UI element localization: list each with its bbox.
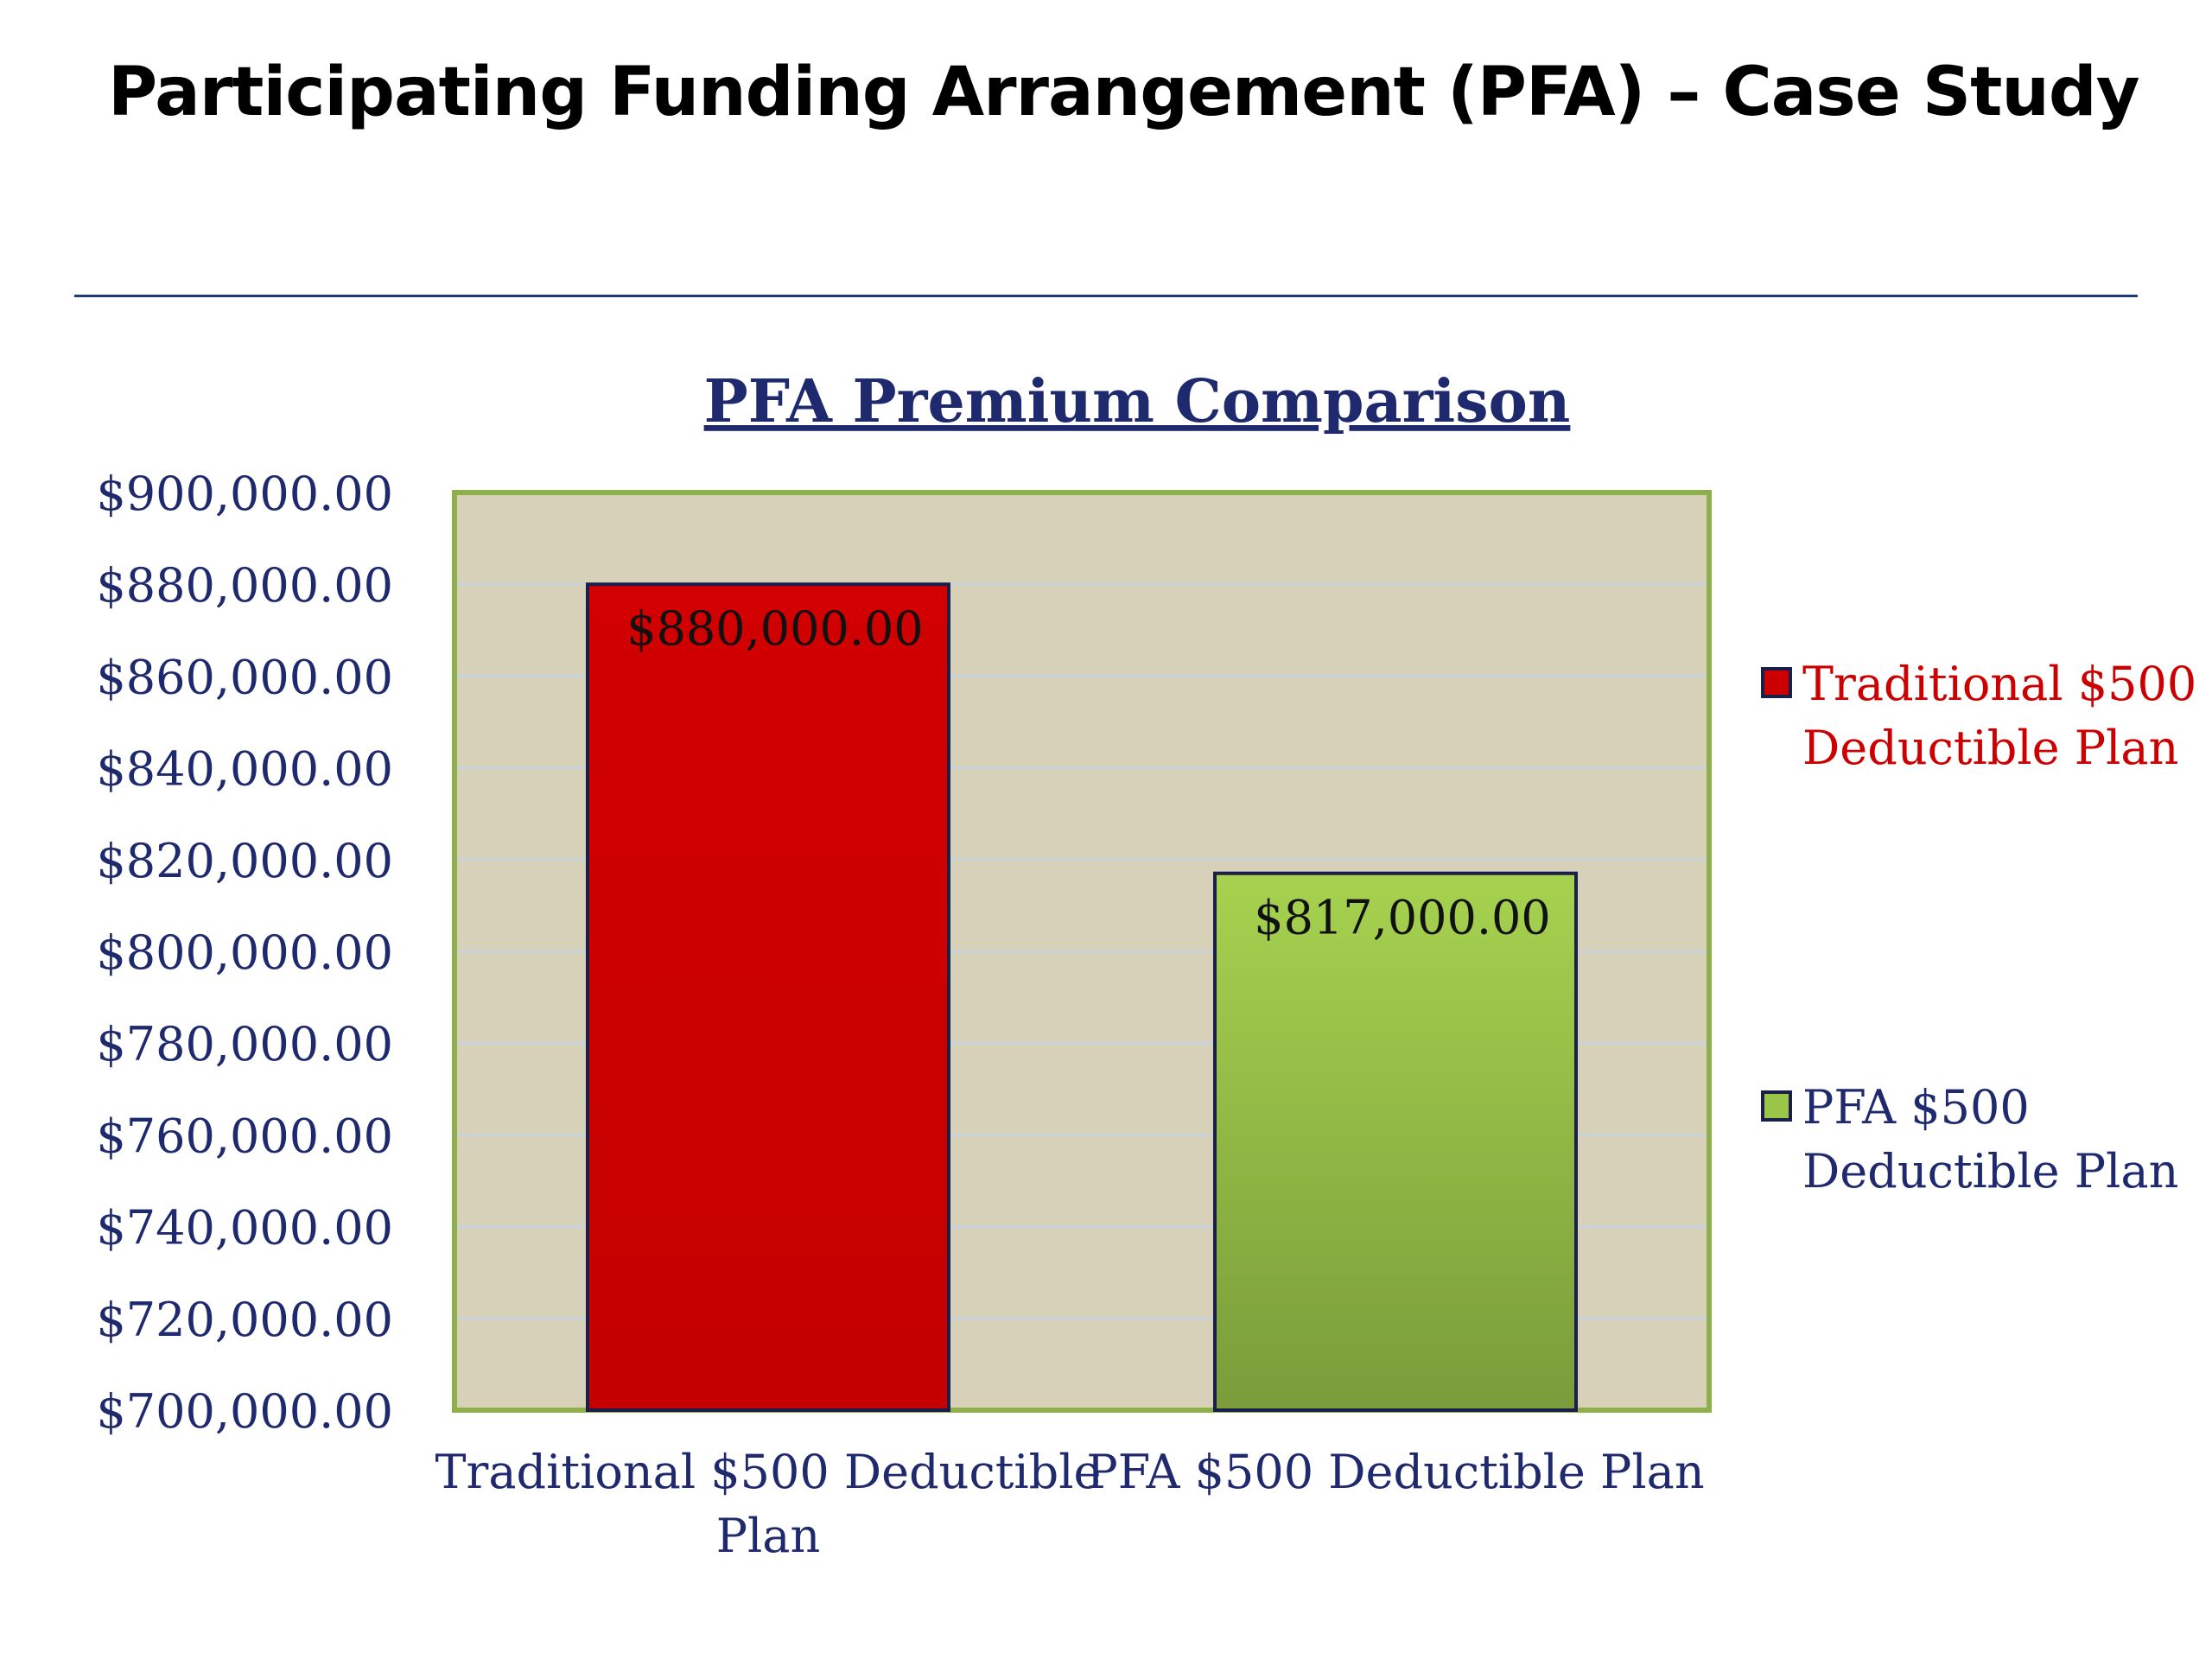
y-tick-label: $760,000.00 xyxy=(96,1109,393,1163)
legend-entry: Traditional $500 xyxy=(1802,657,2196,711)
legend-entry: Deductible Plan xyxy=(1802,1144,2178,1198)
y-tick-label: $860,000.00 xyxy=(96,650,393,704)
data-label: $817,000.00 xyxy=(1254,891,1551,945)
legend: Traditional $500 Deductible Plan PFA $500 D… xyxy=(1761,657,2196,1198)
data-label: $880,000.00 xyxy=(626,601,924,656)
chart-title: PFA Premium Comparison xyxy=(704,367,1571,436)
legend-entry: Deductible Plan xyxy=(1802,721,2178,775)
slide-title: Participating Funding Arrangement (PFA) … xyxy=(108,54,2140,131)
y-tick-label: $900,000.00 xyxy=(96,467,393,521)
bars xyxy=(586,582,1578,1412)
y-tick-label: $820,000.00 xyxy=(96,834,393,888)
y-tick-label: $800,000.00 xyxy=(96,925,393,980)
x-category-label: Traditional $500 Deductible xyxy=(435,1445,1102,1499)
x-category-label: Plan xyxy=(716,1509,821,1563)
y-tick-label: $780,000.00 xyxy=(96,1017,393,1071)
y-tick-label: $880,000.00 xyxy=(96,558,393,613)
legend-entry: PFA $500 xyxy=(1802,1080,2030,1135)
y-axis-labels: $700,000.00 $720,000.00 $740,000.00 $760,00… xyxy=(96,467,393,1439)
y-tick-label: $720,000.00 xyxy=(96,1293,393,1347)
x-category-label: PFA $500 Deductible Plan xyxy=(1086,1445,1704,1499)
y-tick-label: $700,000.00 xyxy=(96,1384,393,1439)
bar-traditional xyxy=(586,582,950,1412)
y-tick-label: $840,000.00 xyxy=(96,742,393,797)
data-labels: $880,000.00 $817,000.00 xyxy=(626,601,1551,945)
legend-swatch xyxy=(1761,1090,1792,1122)
y-tick-label: $740,000.00 xyxy=(96,1201,393,1255)
x-axis-labels: Traditional $500 Deductible Plan PFA $500 … xyxy=(435,1445,1705,1563)
title-divider xyxy=(74,295,2138,297)
legend-swatch xyxy=(1761,667,1792,698)
bar-pfa xyxy=(1213,871,1578,1412)
